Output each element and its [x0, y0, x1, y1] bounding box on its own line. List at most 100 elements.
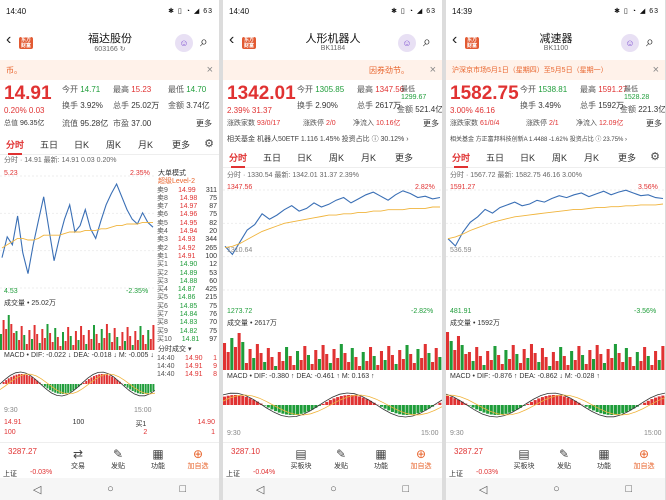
tab-five-day[interactable]: 五日 — [40, 140, 59, 150]
nav-add-watchlist[interactable]: ⊕ 加自选 — [626, 447, 662, 471]
nav-post[interactable]: ✎ 发贴 — [323, 447, 359, 471]
sell-row[interactable]: 卖3 14.93 344 — [157, 236, 217, 244]
nav-add-watchlist[interactable]: ⊕ 加自选 — [403, 447, 439, 471]
tab-more[interactable]: 更多 — [618, 153, 637, 163]
nav-function[interactable]: ▦ 功能 — [363, 447, 399, 471]
close-icon[interactable]: × — [206, 64, 213, 76]
intraday-chart[interactable] — [223, 182, 442, 298]
status-bar: 14:40 ✱ ▯ ◔ ◢ 63 — [0, 0, 219, 22]
macd-bar — [266, 405, 270, 408]
nav-home-icon[interactable]: ○ — [330, 483, 337, 495]
tab-more[interactable]: 更多 — [172, 140, 191, 150]
buy-row[interactable]: 买10 14.81 97 — [157, 335, 217, 343]
nav-recent-icon[interactable]: □ — [179, 483, 187, 495]
notice-banner[interactable]: 币。 × — [0, 60, 219, 80]
nav-post[interactable]: ✎ 发贴 — [546, 447, 582, 471]
related-fund-row[interactable]: 相关基金 机器人50ETF 1.116 1.45% 投资占比 ⓘ 30.12% … — [227, 136, 409, 143]
buy-row[interactable]: 买1 14.90 12 — [157, 261, 217, 269]
nav-buy-sector[interactable]: ▤ 买板块 — [283, 447, 319, 471]
order-book-mode[interactable]: 大单模式 — [158, 170, 186, 177]
tab-month-k[interactable]: 月K — [361, 153, 377, 163]
more-quote-link[interactable]: 更多 — [423, 119, 439, 128]
order-book-level[interactable]: 超级Level-2 — [158, 178, 195, 186]
tab-five-day[interactable]: 五日 — [486, 153, 505, 163]
more-quote-link[interactable]: 更多 — [196, 119, 212, 128]
related-fund-row[interactable]: 相关基金 方正富邦科技创新A 1.4488 -1.62% 投资占比 ⓘ 23.7… — [450, 137, 628, 143]
gear-icon[interactable]: ⚙ — [204, 138, 214, 150]
tab-month-k[interactable]: 月K — [584, 153, 600, 163]
sell-row[interactable]: 卖7 14.97 87 — [157, 203, 217, 211]
nav-recent-icon[interactable]: □ — [625, 483, 633, 495]
nav-recent-icon[interactable]: □ — [402, 483, 410, 495]
intraday-chart[interactable] — [0, 168, 155, 296]
assistant-avatar-icon[interactable]: ☺ — [398, 34, 416, 52]
buy-row[interactable]: 买7 14.84 76 — [157, 311, 217, 319]
sell-row[interactable]: 卖9 14.99 311 — [157, 186, 217, 194]
buy-row[interactable]: 买8 14.83 70 — [157, 319, 217, 327]
notice-banner[interactable]: 因券劲节。 × — [223, 60, 442, 80]
tab-week-k[interactable]: 周K — [329, 153, 345, 163]
buy-row[interactable]: 买5 14.86 215 — [157, 294, 217, 302]
refresh-icon[interactable]: ↻ — [119, 46, 126, 53]
macd-bar — [610, 405, 614, 415]
back-arrow-icon[interactable]: ‹ — [6, 31, 12, 48]
macd-bar — [427, 405, 431, 409]
macd-bar — [56, 384, 59, 394]
close-icon[interactable]: × — [429, 64, 436, 76]
index-value[interactable]: 3287.27 — [8, 447, 37, 456]
tab-day-k[interactable]: 日K — [297, 153, 313, 163]
tab-intraday[interactable]: 分时 — [452, 153, 471, 168]
nav-post[interactable]: ✎ 发贴 — [100, 447, 136, 471]
tick-header[interactable]: 分时成交 ▾ — [158, 346, 192, 354]
nav-function[interactable]: ▦ 功能 — [586, 447, 622, 471]
gear-icon[interactable]: ⚙ — [650, 151, 660, 163]
intraday-chart[interactable] — [446, 182, 665, 298]
buy-row[interactable]: 买9 14.82 75 — [157, 327, 217, 335]
tab-more[interactable]: 更多 — [395, 153, 414, 163]
close-icon[interactable]: × — [652, 64, 659, 76]
macd-bar — [650, 399, 654, 405]
nav-home-icon[interactable]: ○ — [107, 483, 114, 495]
nav-buy-sector[interactable]: ▤ 买板块 — [506, 447, 542, 471]
tab-five-day[interactable]: 五日 — [263, 153, 282, 163]
back-arrow-icon[interactable]: ‹ — [229, 31, 235, 48]
tab-intraday[interactable]: 分时 — [6, 140, 25, 155]
assistant-avatar-icon[interactable]: ☺ — [175, 34, 193, 52]
nav-function[interactable]: ▦ 功能 — [140, 447, 176, 471]
volume-bar — [51, 342, 54, 350]
notice-banner[interactable]: 沪深京市场5月1日（星期四）至5月5日（星期一） × — [446, 60, 665, 80]
sell-row[interactable]: 卖5 14.95 82 — [157, 219, 217, 227]
volume-bar — [409, 354, 413, 370]
index-value[interactable]: 3287.10 — [231, 447, 260, 456]
sell-row[interactable]: 卖2 14.92 265 — [157, 244, 217, 252]
tab-day-k[interactable]: 日K — [520, 153, 536, 163]
nav-back-icon[interactable]: ◁ — [255, 483, 265, 496]
search-icon[interactable]: ⌕ — [646, 33, 654, 49]
search-icon[interactable]: ⌕ — [200, 33, 208, 49]
tab-week-k[interactable]: 周K — [106, 140, 122, 150]
tab-day-k[interactable]: 日K — [74, 140, 90, 150]
series-line-price — [224, 190, 441, 256]
buy-row[interactable]: 买4 14.87 425 — [157, 286, 217, 294]
search-icon[interactable]: ⌕ — [423, 33, 431, 49]
index-value[interactable]: 3287.27 — [454, 447, 483, 456]
back-arrow-icon[interactable]: ‹ — [452, 31, 458, 48]
tab-month-k[interactable]: 月K — [138, 140, 154, 150]
sell-row[interactable]: 卖6 14.96 75 — [157, 211, 217, 219]
assistant-avatar-icon[interactable]: ☺ — [621, 34, 639, 52]
buy-row[interactable]: 买6 14.85 75 — [157, 302, 217, 310]
sell-row[interactable]: 卖4 14.94 20 — [157, 228, 217, 236]
nav-add-watchlist[interactable]: ⊕ 加自选 — [180, 447, 216, 471]
bottom-bar: 3287.10 上证 -0.04% ▤ 买板块 ✎ 发贴 ▦ 功能 ⊕ 加自选 — [223, 442, 442, 478]
nav-trade[interactable]: ⇄ 交易 — [60, 447, 96, 471]
sell-row[interactable]: 卖1 14.91 100 — [157, 252, 217, 260]
more-quote-link[interactable]: 更多 — [646, 119, 662, 128]
tab-intraday[interactable]: 分时 — [229, 153, 248, 168]
nav-back-icon[interactable]: ◁ — [32, 483, 42, 496]
nav-home-icon[interactable]: ○ — [553, 483, 560, 495]
sell-row[interactable]: 卖8 14.98 75 — [157, 194, 217, 202]
buy-row[interactable]: 买3 14.88 60 — [157, 277, 217, 285]
nav-back-icon[interactable]: ◁ — [478, 483, 488, 496]
buy-row[interactable]: 买2 14.89 53 — [157, 269, 217, 277]
tab-week-k[interactable]: 周K — [552, 153, 568, 163]
